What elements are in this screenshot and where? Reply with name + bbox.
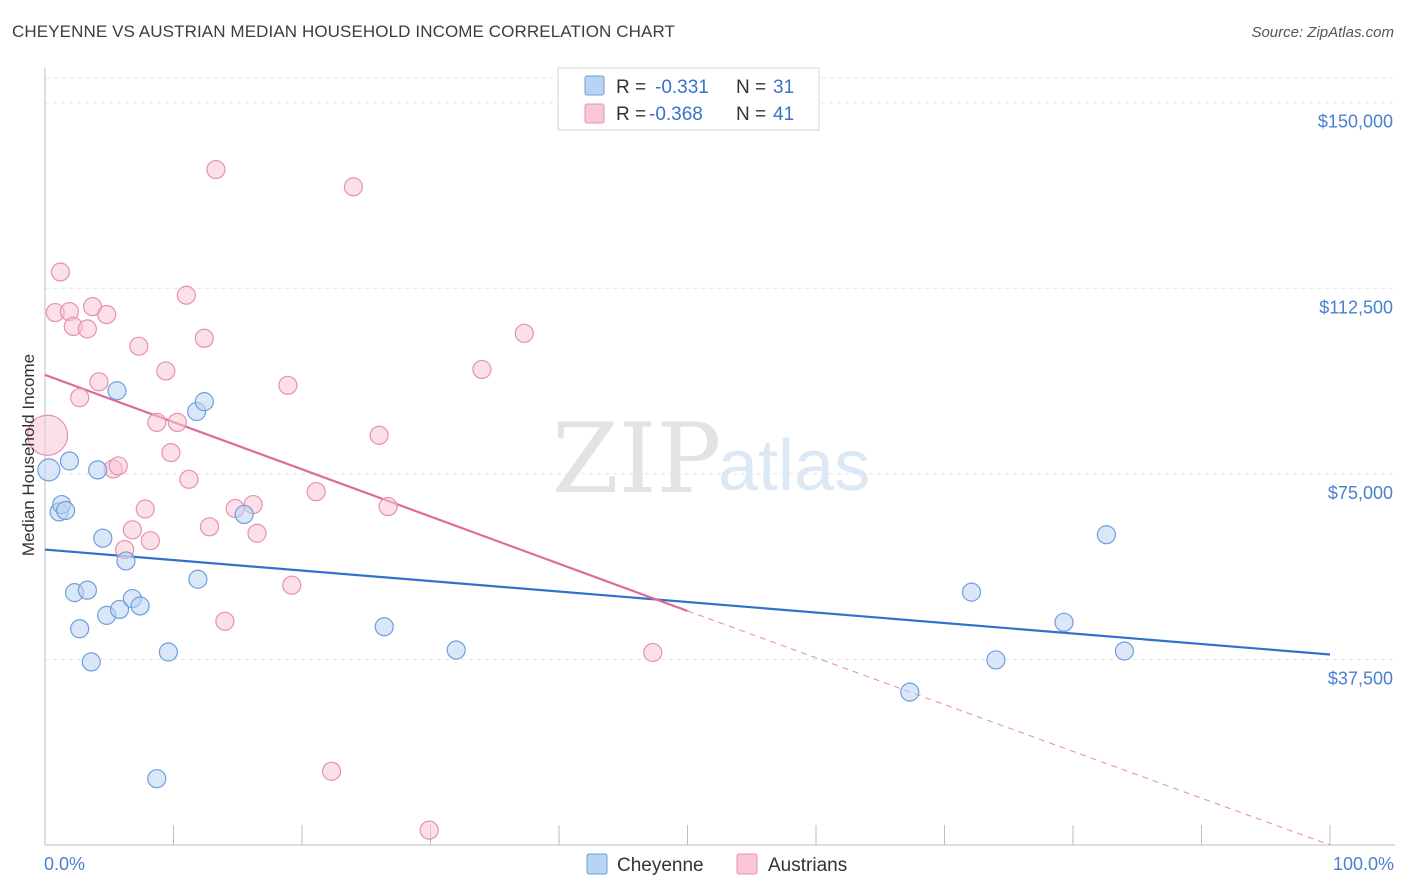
bottom-legend-swatch-austrians	[736, 853, 758, 875]
point-cheyenne-18	[158, 642, 178, 662]
y-axis-label: Median Household Income	[19, 354, 38, 556]
legend-swatch-cheyenne	[584, 75, 605, 96]
point-cheyenne-14	[116, 551, 136, 571]
bottom-legend-label-austrians: Austrians	[768, 855, 847, 876]
point-austrians-21	[176, 285, 196, 305]
bottom-legend-swatch-cheyenne	[586, 853, 608, 875]
point-austrians-37	[419, 820, 439, 840]
point-austrians-15	[135, 499, 155, 519]
point-cheyenne-24	[446, 640, 466, 660]
point-cheyenne-25	[900, 682, 920, 702]
y-tick-labels: $37,500 $75,000 $112,500 $150,000	[1318, 112, 1393, 689]
point-austrians-5	[70, 388, 90, 408]
point-austrians-32	[306, 482, 326, 502]
point-austrians-30	[278, 375, 298, 395]
point-austrians-6	[77, 319, 98, 339]
point-austrians-14	[129, 336, 149, 356]
point-austrians-25	[206, 159, 226, 180]
point-cheyenne-0	[37, 458, 61, 482]
point-cheyenne-10	[93, 528, 113, 548]
point-cheyenne-9	[88, 460, 108, 480]
point-cheyenne-26	[961, 582, 982, 602]
legend-n-value-cheyenne: 31	[773, 77, 794, 98]
point-cheyenne-23	[374, 617, 394, 637]
point-austrians-13	[122, 520, 142, 540]
grid-lines	[45, 77, 1395, 660]
source-credit: Source: ZipAtlas.com	[1251, 24, 1394, 41]
point-cheyenne-4	[59, 451, 80, 471]
y-tick-label-0: $37,500	[1328, 668, 1393, 688]
point-austrians-18	[156, 361, 176, 381]
point-cheyenne-22	[234, 504, 254, 525]
legend-swatch-austrians	[584, 103, 605, 124]
point-austrians-29	[247, 523, 267, 543]
series-legend: Cheyenne Austrians	[586, 853, 847, 876]
point-cheyenne-13	[109, 599, 130, 620]
point-austrians-35	[369, 425, 389, 445]
trend-line-cheyenne	[44, 548, 1331, 656]
trend-line-austrians-extension	[687, 610, 1331, 846]
point-austrians-8	[89, 372, 109, 392]
legend-n-value-austrians: 41	[773, 104, 794, 125]
legend-n-label-2: N =	[736, 104, 766, 125]
point-austrians-31	[282, 575, 302, 595]
point-cheyenne-8	[81, 652, 101, 672]
watermark-zip: ZIP	[552, 403, 721, 515]
point-austrians-34	[343, 177, 363, 197]
point-austrians-9	[97, 304, 117, 325]
point-austrians-23	[194, 328, 214, 348]
watermark-atlas: atlas	[718, 426, 870, 506]
point-austrians-33	[321, 761, 342, 781]
bottom-legend-label-cheyenne: Cheyenne	[617, 855, 704, 876]
point-cheyenne-20	[188, 569, 208, 589]
point-cheyenne-17	[147, 769, 167, 789]
chart-title: CHEYENNE VS AUSTRIAN MEDIAN HOUSEHOLD IN…	[12, 22, 675, 41]
point-austrians-26	[215, 611, 235, 631]
point-austrians-40	[643, 642, 663, 663]
x-tick-label-0: 0.0%	[44, 854, 85, 874]
point-austrians-36	[378, 496, 398, 517]
point-austrians-2	[50, 262, 71, 282]
watermark: ZIP atlas	[552, 403, 870, 515]
y-tick-label-3: $150,000	[1318, 112, 1393, 132]
y-tick-label-2: $112,500	[1319, 297, 1393, 317]
x-tick-labels: 0.0% 100.0%	[44, 854, 1394, 874]
point-cheyenne-12	[107, 381, 127, 401]
x-tick-label-1: 100.0%	[1333, 854, 1394, 874]
correlation-legend: R = -0.331 N = 31 R = -0.368 N = 41	[557, 67, 820, 131]
point-austrians-20	[167, 412, 187, 433]
point-cheyenne-29	[1096, 525, 1117, 545]
point-austrians-39	[514, 323, 534, 343]
point-austrians-17	[147, 412, 167, 433]
legend-r-label-1: R =	[616, 77, 646, 98]
legend-r-label-2: R =	[616, 104, 646, 125]
point-austrians-22	[179, 469, 199, 489]
point-austrians-24	[199, 517, 220, 537]
point-austrians-16	[140, 531, 160, 551]
legend-r-value-cheyenne: -0.331	[655, 77, 709, 98]
point-austrians-38	[472, 359, 492, 380]
point-austrians-19	[161, 442, 181, 463]
point-cheyenne-6	[70, 619, 90, 639]
legend-n-label-1: N =	[736, 77, 766, 98]
point-austrians-11	[108, 456, 128, 476]
point-cheyenne-16	[130, 596, 150, 616]
y-tick-label-1: $75,000	[1328, 483, 1393, 503]
point-cheyenne-3	[55, 500, 76, 521]
data-points	[26, 159, 1135, 840]
point-cheyenne-30	[1114, 641, 1135, 661]
legend-r-value-austrians: -0.368	[649, 104, 703, 125]
point-cheyenne-7	[77, 580, 98, 600]
point-cheyenne-27	[986, 650, 1006, 670]
point-cheyenne-28	[1054, 612, 1074, 632]
point-austrians-0	[26, 414, 69, 456]
point-cheyenne-21	[194, 392, 214, 412]
